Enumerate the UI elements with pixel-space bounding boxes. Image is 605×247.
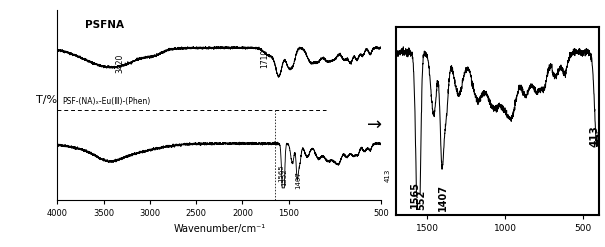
- Text: 413: 413: [589, 125, 600, 147]
- X-axis label: Wavenumber/cm⁻¹: Wavenumber/cm⁻¹: [173, 224, 266, 234]
- Text: 413: 413: [385, 169, 391, 182]
- Text: 1407: 1407: [439, 184, 448, 211]
- Text: 3420: 3420: [115, 54, 124, 73]
- Text: 1565: 1565: [410, 181, 420, 208]
- Text: $\rightarrow$: $\rightarrow$: [364, 115, 383, 132]
- Text: 552: 552: [416, 189, 426, 209]
- Text: PSFNA: PSFNA: [85, 20, 124, 30]
- Text: 1407: 1407: [295, 171, 301, 189]
- Text: 1552: 1552: [281, 168, 287, 185]
- Text: PSF-(NA)ₓ-Eu(Ⅲ)-(Phen): PSF-(NA)ₓ-Eu(Ⅲ)-(Phen): [62, 97, 151, 106]
- Text: 1565: 1565: [278, 164, 284, 182]
- Text: 1710: 1710: [260, 49, 269, 68]
- Y-axis label: T/%: T/%: [36, 95, 57, 105]
